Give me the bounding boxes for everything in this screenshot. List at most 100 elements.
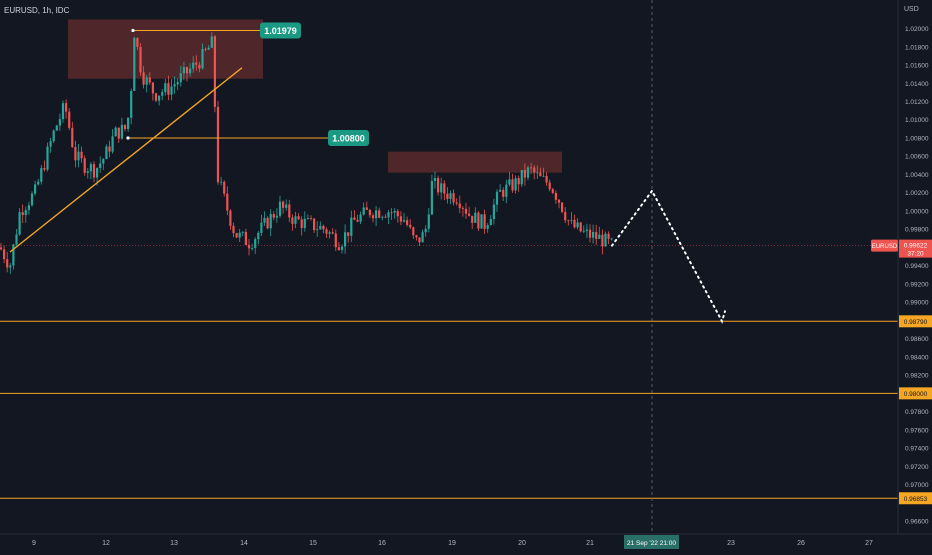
candle-body <box>158 95 161 101</box>
supply-zone <box>388 151 562 173</box>
candle-body <box>21 212 24 216</box>
level-price-badge <box>899 387 932 400</box>
candle-body <box>195 62 198 65</box>
level-price-label: 0.96853 <box>904 496 928 503</box>
candle-body <box>610 238 613 240</box>
candle-body <box>316 229 319 231</box>
candle-body <box>328 232 331 234</box>
candle-body <box>114 127 117 137</box>
time-tick-label: 21 <box>586 540 594 547</box>
price-tick-label: 0.98400 <box>905 354 929 361</box>
candle-body <box>275 215 278 218</box>
candle-body <box>514 178 517 191</box>
candle-body <box>437 178 440 193</box>
candle-body <box>213 36 216 107</box>
time-tick-label: 16 <box>378 540 386 547</box>
time-tick-label: 15 <box>309 540 317 547</box>
candle-body <box>189 68 192 74</box>
candle-body <box>585 229 588 231</box>
price-tick-label: 0.99000 <box>905 300 929 307</box>
candle-body <box>607 233 610 239</box>
candle-body <box>390 212 393 214</box>
candle-body <box>399 216 402 222</box>
candle-body <box>185 67 189 74</box>
price-tick-label: 1.00400 <box>905 172 929 179</box>
candle-body <box>192 62 195 69</box>
candle-body <box>523 170 526 178</box>
price-tick-label: 0.98600 <box>905 336 929 343</box>
candle-body <box>542 175 545 177</box>
candle-body <box>371 215 375 219</box>
candle-body <box>251 248 254 249</box>
candle-body <box>182 67 185 74</box>
symbol-title: EURUSD, 1h, IDC <box>4 6 70 15</box>
candle-body <box>232 225 235 234</box>
candle-body <box>257 232 260 240</box>
price-tick-label: 1.00600 <box>905 154 929 161</box>
candle-body <box>111 136 114 152</box>
candle-body <box>210 36 213 48</box>
candle-body <box>204 48 207 50</box>
candle-body <box>595 232 598 239</box>
candle-body <box>216 106 220 183</box>
candle-body <box>424 228 427 233</box>
candle-body <box>561 202 564 212</box>
candle-body <box>579 222 582 232</box>
candle-body <box>368 209 371 216</box>
candle-body <box>365 207 368 210</box>
price-tick-label: 1.01400 <box>905 81 929 88</box>
time-tick-label: 20 <box>518 540 526 547</box>
candle-body <box>384 216 387 218</box>
candle-body <box>34 184 37 194</box>
candle-body <box>331 232 334 234</box>
candle-body <box>120 124 123 139</box>
candle-body <box>570 219 573 221</box>
candle-body <box>80 151 83 159</box>
candle-body <box>573 219 576 228</box>
candle-body <box>226 193 229 211</box>
time-axis[interactable]: 9 12 13 14 15 16 19 20 21 23 26 27 21 Sep '22 21:00 <box>32 535 873 549</box>
candle-body <box>337 247 340 251</box>
candle-body <box>99 163 102 169</box>
candle-body <box>511 179 514 191</box>
price-tick-label: 0.97800 <box>905 409 929 416</box>
candle-body <box>464 208 468 214</box>
currency-label: USD <box>904 6 919 13</box>
candle-body <box>61 103 65 120</box>
candle-body <box>582 230 585 232</box>
candle-body <box>133 37 136 91</box>
candle-body <box>452 193 455 203</box>
time-tick-label: 27 <box>865 540 873 547</box>
candle-body <box>483 214 486 229</box>
candle-body <box>545 175 548 183</box>
candle-body <box>127 117 130 129</box>
candle-body <box>353 217 356 220</box>
candle-body <box>207 47 210 50</box>
candle-body <box>9 265 12 268</box>
candle-body <box>458 203 461 209</box>
candle-body <box>285 204 288 208</box>
candle-body <box>164 83 167 93</box>
candle-body <box>396 210 399 217</box>
candle-body <box>517 178 520 185</box>
level-price-label: 0.98000 <box>904 391 928 398</box>
candle-body <box>288 204 291 218</box>
callout-badge <box>328 129 369 146</box>
candle-body <box>18 212 21 235</box>
candle-body <box>604 233 607 247</box>
candle-body <box>325 229 328 234</box>
candle-body <box>161 92 164 96</box>
candle-body <box>381 216 384 218</box>
candle-body <box>241 231 244 233</box>
current-price-badge <box>899 239 932 258</box>
candle-body <box>269 214 272 229</box>
candle-body <box>136 37 139 47</box>
price-axis[interactable]: 1.02000 1.01800 1.01600 1.01400 1.01200 1.010… <box>905 26 929 526</box>
candle-body <box>282 201 285 208</box>
price-tick-label: 0.99800 <box>905 227 929 234</box>
time-tick-label: 26 <box>797 540 805 547</box>
candle-body <box>378 210 381 218</box>
candle-body <box>536 172 539 174</box>
candle-body <box>30 193 34 206</box>
